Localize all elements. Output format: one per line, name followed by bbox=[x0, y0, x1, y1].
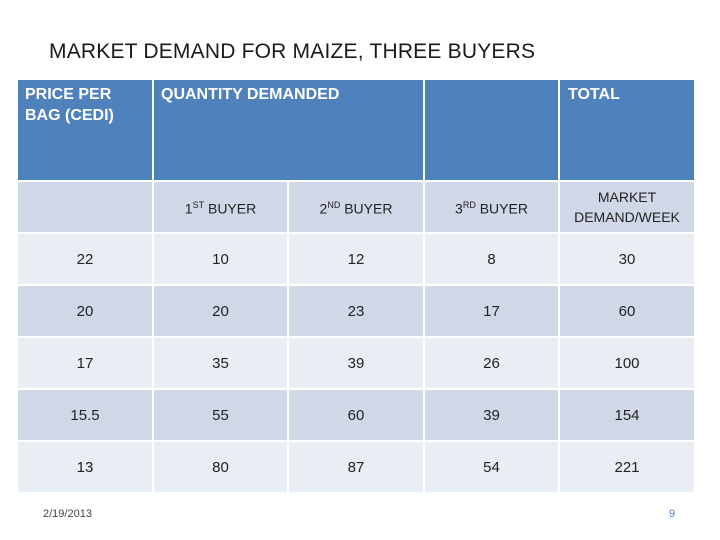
subheader-blank bbox=[18, 182, 152, 232]
slide-title: MARKET DEMAND FOR MAIZE, THREE BUYERS bbox=[49, 40, 536, 63]
footer-date: 2/19/2013 bbox=[43, 508, 92, 520]
buyer-3-cell: 39 bbox=[425, 390, 558, 440]
subheader-market-demand: MARKET DEMAND/WEEK bbox=[560, 182, 694, 232]
buyer-1-cell: 55 bbox=[154, 390, 287, 440]
subheader-buyer-2: 2ND BUYER bbox=[289, 182, 423, 232]
table-row: 15.5 55 60 39 154 bbox=[18, 390, 694, 440]
header-row: PRICE PER BAG (CEDI) QUANTITY DEMANDED T… bbox=[18, 80, 694, 180]
header-blank bbox=[425, 80, 558, 180]
buyer-2-cell: 87 bbox=[289, 442, 423, 492]
header-quantity: QUANTITY DEMANDED bbox=[154, 80, 423, 180]
buyer-2-cell: 39 bbox=[289, 338, 423, 388]
price-cell: 17 bbox=[18, 338, 152, 388]
buyer-2-cell: 12 bbox=[289, 234, 423, 284]
buyer-3-cell: 26 bbox=[425, 338, 558, 388]
subheader-buyer-1: 1ST BUYER bbox=[154, 182, 287, 232]
market-demand-cell: 221 bbox=[560, 442, 694, 492]
buyer-3-cell: 17 bbox=[425, 286, 558, 336]
page-number: 9 bbox=[669, 508, 676, 520]
header-total: TOTAL bbox=[560, 80, 694, 180]
price-cell: 22 bbox=[18, 234, 152, 284]
subheader-buyer-3: 3RD BUYER bbox=[425, 182, 558, 232]
market-demand-cell: 60 bbox=[560, 286, 694, 336]
market-demand-cell: 100 bbox=[560, 338, 694, 388]
price-cell: 20 bbox=[18, 286, 152, 336]
market-demand-cell: 154 bbox=[560, 390, 694, 440]
market-demand-table: PRICE PER BAG (CEDI) QUANTITY DEMANDED T… bbox=[16, 78, 696, 494]
price-cell: 15.5 bbox=[18, 390, 152, 440]
header-price: PRICE PER BAG (CEDI) bbox=[18, 80, 152, 180]
table-row: 20 20 23 17 60 bbox=[18, 286, 694, 336]
buyer-3-cell: 54 bbox=[425, 442, 558, 492]
table-row: 22 10 12 8 30 bbox=[18, 234, 694, 284]
table-row: 17 35 39 26 100 bbox=[18, 338, 694, 388]
market-demand-cell: 30 bbox=[560, 234, 694, 284]
buyer-1-cell: 80 bbox=[154, 442, 287, 492]
buyer-3-cell: 8 bbox=[425, 234, 558, 284]
price-cell: 13 bbox=[18, 442, 152, 492]
table-row: 13 80 87 54 221 bbox=[18, 442, 694, 492]
subheader-row: 1ST BUYER 2ND BUYER 3RD BUYER MARKET DEM… bbox=[18, 182, 694, 232]
buyer-1-cell: 10 bbox=[154, 234, 287, 284]
buyer-2-cell: 60 bbox=[289, 390, 423, 440]
buyer-1-cell: 35 bbox=[154, 338, 287, 388]
buyer-2-cell: 23 bbox=[289, 286, 423, 336]
buyer-1-cell: 20 bbox=[154, 286, 287, 336]
